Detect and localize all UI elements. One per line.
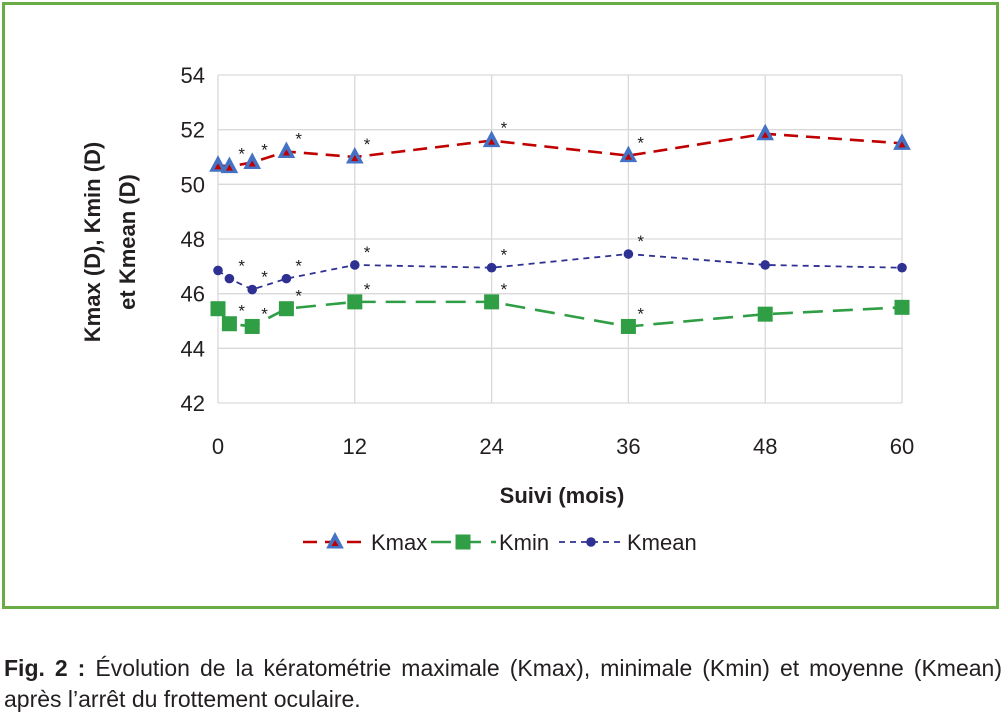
data-point-kmin — [484, 294, 500, 310]
data-point-kmean — [760, 260, 770, 270]
line-chart: 42 44 46 48 50 52 54 0 12 24 36 48 60 Suivi (mois) Kma… — [80, 63, 914, 555]
legend-label-kmax: Kmax — [371, 530, 427, 555]
figure-caption: Fig. 2 : Évolution de la kératométrie ma… — [4, 653, 1002, 715]
data-point-kmin — [347, 294, 363, 310]
data-point-kmean — [281, 273, 292, 284]
y-axis-title-line-1: Kmax (D), Kmin (D) — [80, 142, 105, 342]
significance-asterisk: * — [364, 243, 371, 262]
data-point-kmax-inner — [282, 149, 290, 156]
data-point-kmax-inner — [351, 155, 359, 161]
x-tick-label: 48 — [753, 434, 777, 459]
data-point-kmin — [210, 301, 226, 317]
significance-asterisk: * — [501, 280, 508, 299]
significance-asterisk: * — [501, 119, 508, 138]
y-tick-label: 54 — [181, 63, 205, 88]
y-tick-label: 42 — [181, 391, 205, 416]
significance-asterisk: * — [637, 304, 644, 323]
significance-asterisk: * — [364, 280, 371, 299]
x-tick-label: 0 — [212, 434, 224, 459]
significance-asterisk: * — [637, 134, 644, 153]
significance-asterisk: * — [295, 287, 302, 306]
y-tick-label: 48 — [181, 227, 205, 252]
significance-asterisk: * — [295, 130, 302, 149]
caption-label: Fig. 2 : — [4, 655, 86, 681]
significance-asterisk: * — [295, 257, 302, 276]
y-tick-label: 46 — [181, 282, 205, 307]
significance-asterisk: * — [637, 232, 644, 251]
x-tick-label: 60 — [890, 434, 914, 459]
data-point-kmin — [244, 318, 260, 334]
caption-text: Évolution de la kératométrie maximale (K… — [4, 655, 1002, 712]
data-point-kmean — [897, 262, 907, 273]
data-point-kmean — [247, 284, 257, 295]
y-axis-title-line-2: et Kmean (D) — [115, 174, 140, 310]
data-point-kmax-inner — [761, 131, 769, 138]
data-point-kmax-inner — [488, 138, 496, 145]
significance-asterisk: * — [261, 268, 268, 287]
data-point-kmax-inner — [898, 141, 906, 148]
data-point-kmin — [620, 318, 636, 334]
x-tick-label: 12 — [343, 434, 367, 459]
data-point-kmax-inner — [624, 153, 632, 160]
data-point-kmean — [224, 273, 235, 284]
data-point-kmin — [221, 316, 237, 332]
data-point-kmean — [486, 262, 497, 273]
y-tick-label: 44 — [181, 336, 205, 361]
series-line-kmean — [217, 253, 903, 291]
legend-marker-kmean — [586, 537, 596, 547]
y-tick-label: 50 — [181, 172, 205, 197]
x-tick-label: 36 — [616, 434, 640, 459]
data-point-kmin — [757, 306, 773, 322]
data-point-kmean — [350, 260, 360, 270]
significance-asterisk: * — [501, 246, 508, 265]
significance-asterisk: * — [261, 304, 268, 323]
significance-asterisk: * — [261, 140, 268, 159]
legend-marker-kmax-inner — [331, 540, 339, 546]
x-axis-title: Suivi (mois) — [500, 483, 625, 508]
data-point-kmax-inner — [248, 160, 256, 167]
data-point-kmean — [213, 265, 223, 276]
significance-asterisk: * — [238, 257, 245, 276]
y-tick-label: 52 — [181, 118, 205, 143]
x-tick-label: 24 — [479, 434, 503, 459]
data-point-kmean — [623, 249, 634, 259]
series-line-kmin — [216, 300, 903, 328]
significance-asterisk: * — [238, 145, 245, 164]
significance-asterisk: * — [364, 135, 371, 154]
data-point-kmin — [894, 299, 910, 315]
data-point-kmin — [278, 301, 294, 317]
legend-label-kmin: Kmin — [499, 530, 549, 555]
legend-marker-kmin — [455, 534, 471, 550]
significance-asterisk: * — [238, 302, 245, 321]
legend-label-kmean: Kmean — [627, 530, 697, 555]
series-line-kmax — [217, 132, 903, 168]
data-point-kmax-inner — [225, 164, 233, 171]
figure-frame — [2, 2, 999, 609]
data-point-kmax-inner — [214, 163, 222, 170]
